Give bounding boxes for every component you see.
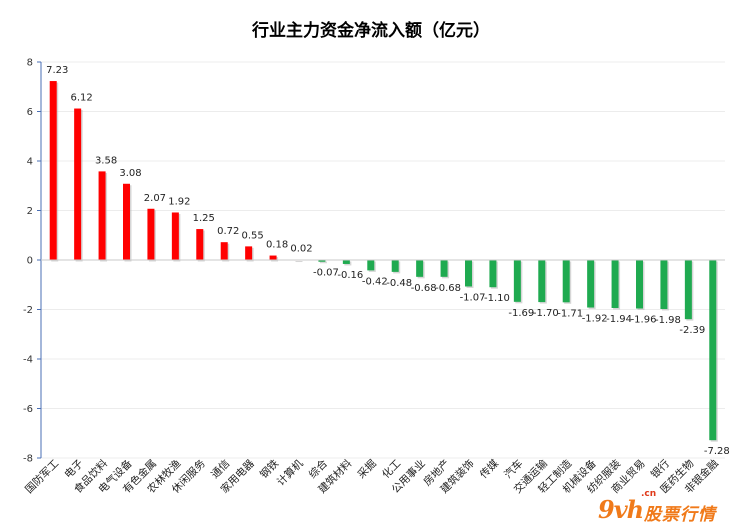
category-label: 采掘: [355, 457, 379, 481]
chart-title: 行业主力资金净流入额（亿元）: [251, 20, 490, 41]
data-labels: 7.23 6.12 3.583.08 2.07 1.921.250.72 0.550.18…: [46, 65, 730, 457]
data-label: -0.42: [362, 276, 388, 287]
bar: [660, 260, 668, 310]
data-label: -1.10: [484, 293, 510, 304]
bar: [269, 255, 277, 260]
bar: [318, 260, 326, 262]
bar: [587, 260, 595, 308]
data-label: -1.92: [582, 314, 608, 325]
data-label: -0.07: [313, 268, 339, 279]
data-label: -1.69: [508, 308, 534, 319]
y-tick-label: 6: [27, 107, 33, 118]
bar: [440, 260, 448, 277]
bar: [98, 171, 106, 260]
data-label: 7.23: [46, 65, 68, 76]
data-label: -2.39: [679, 325, 705, 336]
bar: [684, 260, 692, 320]
bar-shadow: [295, 261, 303, 263]
y-tick-label: -6: [23, 404, 33, 415]
data-label: -0.48: [386, 278, 412, 289]
data-label: 3.58: [95, 155, 117, 166]
y-tick-label: 2: [27, 206, 33, 217]
bars: [49, 81, 718, 442]
bar: [171, 212, 179, 260]
bar: [636, 260, 643, 309]
bar: [562, 260, 570, 303]
y-tick-label: -2: [23, 305, 33, 316]
data-label: -1.07: [460, 292, 486, 303]
bar: [367, 260, 375, 271]
data-label: 0.18: [266, 240, 288, 251]
data-label: -1.94: [606, 314, 632, 325]
bar: [123, 183, 130, 260]
y-tick-label: 0: [27, 256, 33, 267]
bar: [391, 260, 399, 272]
y-tick-label: 4: [27, 157, 33, 168]
category-label: 传媒: [477, 457, 501, 481]
data-label: -0.16: [337, 270, 363, 281]
watermark-text: 股票行情: [644, 505, 716, 525]
watermark-domain: .cn: [641, 489, 657, 499]
y-tick-label: 8: [27, 58, 33, 69]
bar: [245, 246, 253, 260]
bar: [465, 260, 472, 287]
bar-shadow: [319, 261, 327, 264]
data-label: 0.02: [290, 244, 312, 255]
bar: [49, 81, 57, 261]
data-label: 0.55: [242, 230, 264, 241]
bar: [220, 242, 228, 260]
bar: [196, 229, 204, 260]
y-tick-label: -8: [23, 454, 33, 465]
bar: [416, 260, 424, 277]
data-label: 2.07: [144, 193, 166, 204]
y-tick-label: -4: [23, 355, 33, 366]
bar: [74, 108, 82, 260]
data-label: -1.98: [655, 315, 681, 326]
bar: [147, 208, 155, 260]
category-label: 计算机: [274, 457, 306, 489]
bar: [513, 260, 521, 302]
data-label: 0.72: [217, 226, 239, 237]
data-label: -0.68: [435, 283, 461, 294]
data-label: -0.68: [411, 283, 437, 294]
bar: [342, 260, 350, 264]
data-label: 3.08: [119, 168, 141, 179]
data-label: 6.12: [71, 93, 93, 104]
data-label: -1.71: [557, 308, 583, 319]
bar: [611, 260, 619, 309]
data-label: -1.96: [631, 315, 657, 326]
watermark-logo: 9vh: [598, 495, 644, 524]
y-axis-ticks: -8 -6 -4 -2 0 2 4 6 8: [23, 58, 41, 465]
bar: [709, 260, 717, 441]
data-label: 1.92: [168, 196, 190, 207]
watermark: 9vh .cn 股票行情: [598, 489, 738, 525]
data-label: 1.25: [193, 213, 215, 224]
bar: [489, 260, 497, 288]
bar: [538, 260, 546, 303]
data-label: -7.28: [704, 446, 730, 457]
data-label: -1.70: [533, 308, 559, 319]
